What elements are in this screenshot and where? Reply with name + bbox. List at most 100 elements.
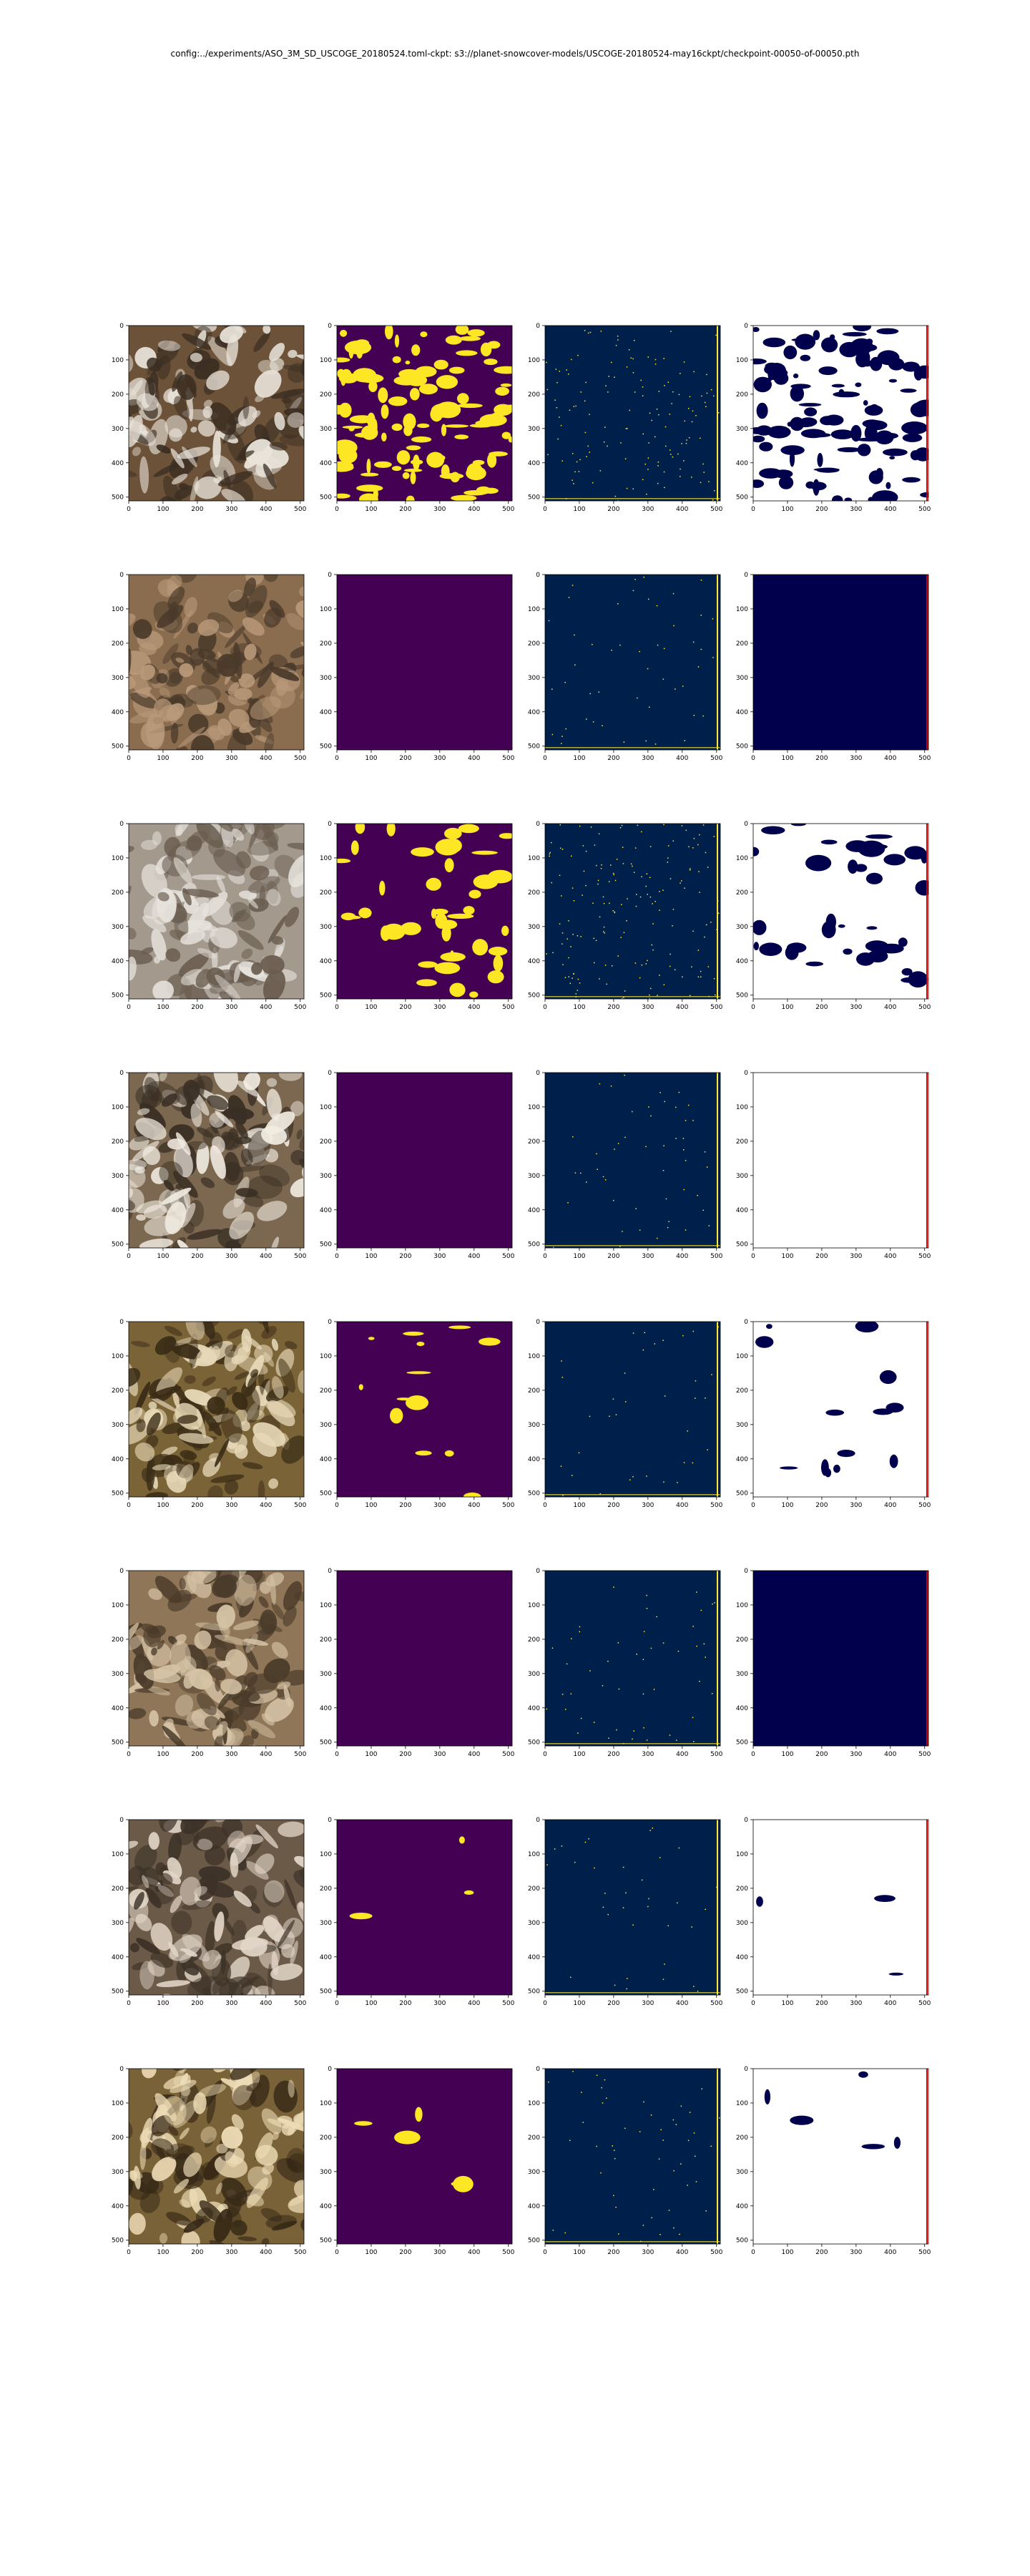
snow-speckle [692, 1330, 694, 1332]
y-tick-label: 400 [736, 1705, 748, 1712]
snow-speckle [606, 983, 607, 985]
snow-speckle [594, 962, 595, 964]
snow-speckle [652, 923, 654, 924]
snow-speckle [613, 2195, 614, 2197]
snow-speckle [682, 686, 684, 687]
y-tick-label: 100 [320, 1851, 332, 1858]
rgb-texture-blob [169, 1934, 202, 1961]
snow-speckle [648, 442, 649, 444]
snow-pixel-cluster [415, 1450, 432, 1456]
snow-speckle [614, 2150, 615, 2151]
x-tick-label: 0 [335, 1004, 339, 1011]
x-tick-label: 300 [642, 755, 654, 762]
rgb-texture-blob [129, 1136, 149, 1151]
rgb-texture-blob [250, 841, 270, 862]
snow-pixel-cluster [455, 326, 469, 335]
y-tick-label: 300 [528, 2169, 540, 2176]
panel-image-r5-c1 [337, 1571, 512, 1746]
snow-speckle [644, 1332, 645, 1334]
snow-pixel-cluster [418, 384, 438, 395]
snow-speckle [613, 1199, 614, 1201]
diff-region [865, 940, 889, 952]
snow-pixel-cluster [500, 383, 512, 387]
snow-speckle [559, 371, 560, 372]
rgb-texture-blob [165, 948, 181, 962]
rgb-texture-blob [114, 1944, 129, 1955]
snow-speckle [710, 389, 712, 391]
x-tick-label: 200 [815, 2249, 828, 2256]
snow-pixel-cluster [466, 463, 483, 479]
rgb-texture-blob [232, 2084, 256, 2111]
rgb-texture-blob [210, 1474, 245, 1483]
rgb-texture-blob [210, 898, 234, 925]
snow-speckle [685, 1120, 687, 1121]
snow-speckle [561, 943, 563, 945]
y-tick-label: 0 [119, 821, 124, 828]
x-tick-label: 200 [607, 1502, 619, 1509]
x-tick-label: 100 [365, 755, 377, 762]
y-tick-label: 100 [736, 2100, 748, 2107]
rgb-texture-blob [207, 1485, 223, 1497]
snow-speckle [584, 431, 587, 434]
diff-region [825, 913, 837, 930]
snow-speckle [682, 976, 683, 977]
x-tick-label: 500 [502, 506, 514, 513]
rgb-texture-blob [139, 2140, 147, 2170]
y-tick-label: 500 [112, 1740, 124, 1747]
x-tick-label: 200 [607, 755, 619, 762]
snow-speckle [624, 990, 626, 992]
rgb-texture-blob [200, 1786, 220, 1806]
y-tick-label: 300 [112, 1920, 124, 1927]
snow-speckle [717, 1326, 719, 1328]
y-tick-label: 0 [119, 2066, 124, 2073]
rgb-texture-blob [140, 664, 155, 680]
snow-speckle [665, 445, 667, 447]
diff-region [844, 497, 853, 501]
snow-speckle [603, 931, 604, 932]
snow-speckle [574, 1861, 576, 1863]
diff-region [868, 470, 883, 484]
y-tick-label: 300 [320, 1422, 332, 1429]
rgb-texture-blob [181, 2230, 200, 2244]
rgb-texture-blob [167, 587, 185, 610]
rgb-texture-blob [271, 936, 284, 945]
snow-speckle [572, 585, 574, 586]
rgb-texture-blob [174, 485, 194, 500]
rgb-texture-blob [284, 1341, 298, 1350]
y-tick-label: 0 [119, 323, 124, 330]
rgb-texture-blob [197, 1073, 205, 1097]
x-tick-label: 0 [127, 1004, 131, 1011]
snow-speckle [602, 896, 604, 898]
snow-speckle [589, 693, 591, 695]
snow-speckle [602, 1906, 604, 1908]
snow-speckle [612, 872, 614, 874]
snow-speckle [649, 896, 652, 898]
x-tick-label: 400 [468, 2000, 480, 2007]
rgb-texture-blob [297, 1902, 304, 1933]
snow-speckle [579, 459, 581, 461]
x-tick-label: 0 [751, 1004, 755, 1011]
snow-speckle [580, 1717, 582, 1719]
rgb-texture-blob [190, 426, 197, 433]
rgb-texture-blob [147, 1686, 170, 1696]
snow-pixel-cluster [467, 329, 485, 337]
x-tick-label: 500 [918, 1004, 931, 1011]
snow-pixel-cluster [449, 982, 466, 997]
snow-pixel-cluster [392, 466, 402, 472]
snow-pixel-cluster [487, 970, 504, 984]
diff-region [837, 447, 861, 452]
rgb-texture-blob [207, 612, 234, 633]
rgb-texture-blob [182, 889, 219, 898]
rgb-texture-blob [149, 1710, 159, 1727]
x-tick-label: 400 [676, 2000, 688, 2007]
snow-speckle [647, 894, 648, 895]
y-tick-label: 500 [112, 494, 124, 502]
mask-background [337, 1322, 512, 1497]
snow-speckle [670, 953, 671, 955]
snow-speckle [646, 493, 647, 495]
x-tick-label: 0 [751, 755, 755, 762]
x-tick-label: 400 [676, 506, 688, 513]
snow-speckle [604, 932, 605, 934]
edge-artifact [545, 1245, 720, 1246]
y-tick-label: 300 [736, 1671, 748, 1678]
